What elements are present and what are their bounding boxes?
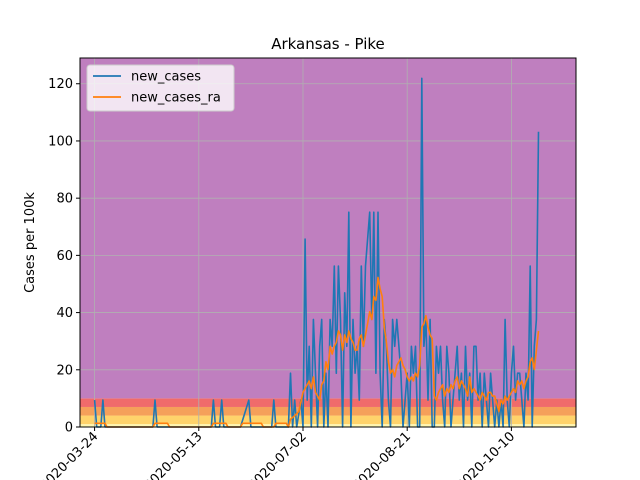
plot-frame xyxy=(79,57,577,428)
legend-label-new-cases: new_cases xyxy=(131,70,201,85)
y-axis: 0 20 40 60 80 100 120 xyxy=(48,77,80,436)
x-tick-label-2: 2020-07-02 xyxy=(246,429,310,480)
x-tick-label-3: 2020-08-21 xyxy=(350,429,414,480)
x-axis: 2020-03-24 2020-05-13 2020-07-02 2020-08-21… xyxy=(37,427,518,480)
y-tick-label-4: 80 xyxy=(56,192,73,207)
chart-title: Arkansas - Pike xyxy=(271,35,385,53)
y-axis-label: Cases per 100k xyxy=(23,192,38,293)
series-line-new-cases-ra xyxy=(94,276,540,428)
y-tick-label-0: 0 xyxy=(65,421,73,436)
risk-bands xyxy=(80,58,576,427)
legend: new_cases new_cases_ra xyxy=(86,64,235,112)
y-tick-label-5: 100 xyxy=(48,134,73,149)
x-tick-label-0: 2020-03-24 xyxy=(37,429,101,480)
y-tick-label-3: 60 xyxy=(56,249,73,264)
legend-box xyxy=(86,64,235,112)
y-tick-label-2: 40 xyxy=(56,306,73,321)
y-tick-label-1: 20 xyxy=(56,363,73,378)
x-tick-label-4: 2020-10-10 xyxy=(454,429,518,480)
legend-label-new-cases-ra: new_cases_ra xyxy=(131,91,221,106)
risk-band-4 xyxy=(80,58,576,399)
x-tick-label-1: 2020-05-13 xyxy=(142,429,206,480)
y-tick-label-6: 120 xyxy=(48,77,73,92)
